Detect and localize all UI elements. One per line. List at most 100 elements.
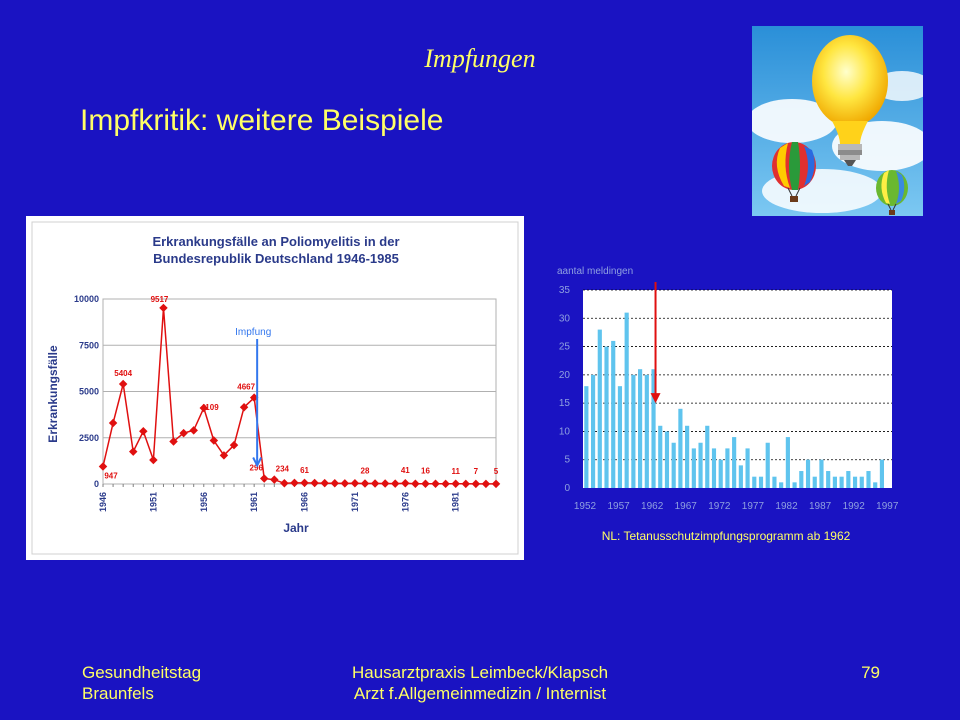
tetanus-x-tick-label: 1962 xyxy=(641,501,664,512)
tetanus-bar xyxy=(812,476,817,488)
polio-plot-frame xyxy=(102,298,497,485)
tetanus-bar xyxy=(805,459,811,488)
tetanus-bar xyxy=(758,476,764,488)
polio-data-label: 4667 xyxy=(237,383,255,392)
tetanus-bar xyxy=(826,471,831,488)
tetanus-bar xyxy=(799,471,804,488)
polio-data-point xyxy=(239,402,249,412)
polio-data-label: 947 xyxy=(104,471,118,480)
polio-data-label: 4109 xyxy=(201,403,219,412)
polio-data-point xyxy=(441,479,450,489)
polio-data-point xyxy=(360,479,370,488)
tetanus-bar xyxy=(785,437,790,488)
polio-x-tick-label: 1971 xyxy=(350,492,360,512)
polio-data-label: 16 xyxy=(421,467,430,476)
lightbulb-balloons-icon xyxy=(752,26,923,216)
polio-data-point xyxy=(411,479,420,488)
tetanus-bar xyxy=(711,448,717,488)
polio-data-point xyxy=(179,428,188,438)
tetanus-x-tick-label: 1967 xyxy=(675,501,698,512)
footer-left: Gesundheitstag Braunfels xyxy=(82,662,201,704)
tetanus-bar xyxy=(584,386,589,488)
tetanus-bar xyxy=(738,465,743,488)
tetanus-chart-ylabel: aantal meldingen xyxy=(557,266,633,277)
tetanus-bar xyxy=(819,459,824,488)
polio-data-point xyxy=(370,479,380,488)
polio-data-point xyxy=(98,462,108,471)
tetanus-y-tick-label: 20 xyxy=(559,370,571,381)
tetanus-x-tick-label: 1957 xyxy=(607,501,630,512)
footer-center-line2: Arzt f.Allgemeinmedizin / Internist xyxy=(353,684,607,703)
polio-data-label: 5 xyxy=(494,467,499,476)
polio-data-point xyxy=(209,436,219,445)
polio-data-point xyxy=(280,479,289,488)
tetanus-y-tick-label: 30 xyxy=(559,313,571,324)
tetanus-plot-area xyxy=(583,290,892,488)
tetanus-chart: aantal meldingen 0 5 10 15 20 25 30 35 1952 1957… xyxy=(557,266,899,543)
polio-data-label: 11 xyxy=(451,467,460,476)
tetanus-y-tick-label: 35 xyxy=(559,285,571,296)
polio-chart: Erkrankungsfälle an Poliomyelitis in der… xyxy=(31,221,519,555)
slide-topic: Impfungen xyxy=(424,44,536,73)
polio-data-point xyxy=(108,418,118,428)
polio-data-label: 296 xyxy=(250,464,264,473)
tetanus-x-tick-label: 1992 xyxy=(843,501,866,512)
tetanus-bar xyxy=(624,312,629,488)
tetanus-y-tick-label: 25 xyxy=(559,342,571,353)
polio-x-tick-label: 1981 xyxy=(451,492,461,512)
polio-chart-panel: Erkrankungsfälle an Poliomyelitis in der… xyxy=(26,216,524,560)
polio-data-label: 234 xyxy=(276,465,290,474)
polio-data-label: 28 xyxy=(361,466,370,475)
tetanus-x-tick-label: 1987 xyxy=(809,501,832,512)
tetanus-bar xyxy=(671,442,676,488)
polio-data-point xyxy=(270,475,279,484)
polio-series-line xyxy=(102,307,496,485)
polio-data-point xyxy=(350,479,360,488)
polio-chart-xlabel: Jahr xyxy=(283,521,309,535)
tetanus-bar xyxy=(873,482,878,488)
polio-data-point xyxy=(169,437,178,446)
tetanus-bar xyxy=(745,448,750,488)
polio-chart-title-line2: Bundesrepublik Deutschland 1946-1985 xyxy=(153,251,399,266)
polio-data-point xyxy=(491,479,501,489)
footer-center: Hausarztpraxis Leimbeck/Klapsch Arzt f.A… xyxy=(250,662,710,704)
tetanus-bar xyxy=(765,442,770,488)
polio-x-tick-label: 1951 xyxy=(148,492,158,512)
polio-data-point xyxy=(320,478,329,488)
polio-data-point xyxy=(451,479,460,489)
polio-data-point xyxy=(128,447,138,456)
tetanus-bar xyxy=(879,459,885,488)
polio-chart-ylabel: Erkrankungsfälle xyxy=(46,345,60,443)
polio-data-point xyxy=(471,479,481,489)
tetanus-y-tick-label: 0 xyxy=(564,483,570,494)
polio-annotation-label: Impfung xyxy=(235,327,271,338)
tetanus-x-tick-label: 1972 xyxy=(708,501,731,512)
tetanus-bar xyxy=(604,346,609,488)
tetanus-bar xyxy=(732,437,737,488)
polio-data-point xyxy=(310,478,319,488)
tetanus-bar xyxy=(644,374,649,488)
tetanus-bar xyxy=(597,329,602,488)
footer-center-line1: Hausarztpraxis Leimbeck/Klapsch xyxy=(351,663,609,682)
tetanus-chart-caption: NL: Tetanusschutzimpfungsprogramm ab 196… xyxy=(602,529,851,543)
tetanus-y-tick-label: 15 xyxy=(559,398,571,409)
tetanus-bar xyxy=(631,374,636,488)
polio-data-point xyxy=(421,479,430,488)
tetanus-bar xyxy=(846,471,851,488)
tetanus-bar xyxy=(651,369,656,488)
polio-data-point xyxy=(380,479,390,488)
tetanus-bar xyxy=(691,448,696,488)
tetanus-bar xyxy=(685,425,690,488)
polio-data-point xyxy=(139,427,148,436)
tetanus-bar xyxy=(698,442,703,488)
tetanus-y-tick-label: 5 xyxy=(564,455,570,466)
polio-data-point xyxy=(340,479,350,488)
tetanus-bar xyxy=(779,482,784,488)
tetanus-bar xyxy=(792,482,797,488)
polio-data-point xyxy=(481,479,491,489)
polio-y-tick-label: 5000 xyxy=(79,387,99,397)
polio-y-tick-label: 2500 xyxy=(79,433,99,443)
polio-data-point xyxy=(159,303,168,313)
polio-data-label: 61 xyxy=(300,466,309,475)
tetanus-annotation-arrowhead xyxy=(650,393,661,404)
